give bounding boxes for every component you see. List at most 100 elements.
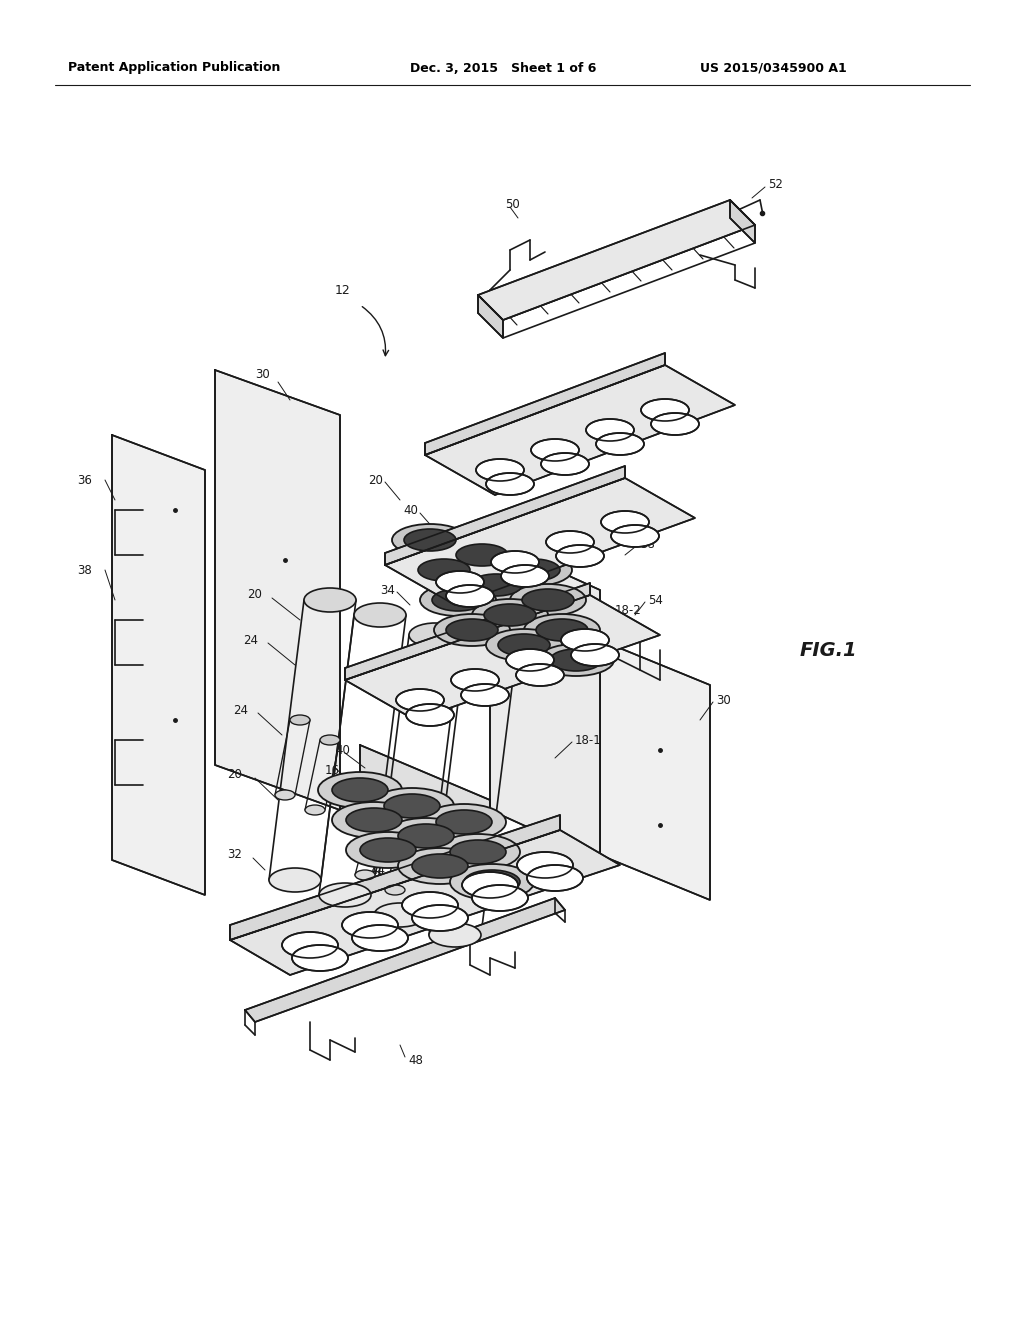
Ellipse shape [384, 795, 440, 818]
Text: 20: 20 [247, 589, 262, 602]
Ellipse shape [402, 892, 458, 917]
Polygon shape [385, 478, 695, 605]
Ellipse shape [611, 525, 659, 546]
Text: 48: 48 [408, 1053, 423, 1067]
Polygon shape [425, 352, 665, 455]
Text: 58: 58 [640, 539, 654, 552]
Ellipse shape [601, 511, 649, 533]
Ellipse shape [501, 565, 549, 587]
Ellipse shape [536, 619, 588, 642]
Text: 20: 20 [227, 768, 242, 781]
Polygon shape [730, 201, 755, 243]
Ellipse shape [304, 587, 356, 612]
Ellipse shape [546, 531, 594, 553]
Text: 44: 44 [370, 863, 385, 876]
Ellipse shape [446, 585, 494, 607]
Ellipse shape [524, 614, 600, 645]
Ellipse shape [550, 649, 602, 671]
Ellipse shape [538, 644, 614, 676]
Ellipse shape [472, 599, 548, 631]
Text: 24: 24 [243, 634, 258, 647]
Polygon shape [345, 595, 660, 719]
Ellipse shape [586, 418, 634, 441]
Ellipse shape [406, 704, 454, 726]
Ellipse shape [461, 684, 509, 706]
Ellipse shape [398, 824, 454, 847]
Ellipse shape [370, 788, 454, 824]
Text: Dec. 3, 2015   Sheet 1 of 6: Dec. 3, 2015 Sheet 1 of 6 [410, 62, 596, 74]
Polygon shape [230, 830, 620, 975]
Ellipse shape [486, 473, 534, 495]
Text: 30: 30 [716, 693, 731, 706]
Ellipse shape [282, 932, 338, 958]
Text: 20: 20 [368, 474, 383, 487]
Ellipse shape [422, 804, 506, 840]
Polygon shape [215, 370, 340, 810]
Ellipse shape [508, 558, 560, 581]
Ellipse shape [420, 583, 496, 616]
Ellipse shape [434, 614, 510, 645]
Ellipse shape [412, 854, 468, 878]
Ellipse shape [462, 873, 518, 898]
Ellipse shape [436, 810, 492, 834]
Ellipse shape [360, 838, 416, 862]
Ellipse shape [305, 805, 325, 814]
Polygon shape [490, 540, 600, 861]
Ellipse shape [436, 834, 520, 870]
Ellipse shape [451, 669, 499, 690]
Ellipse shape [476, 459, 524, 480]
Text: US 2015/0345900 A1: US 2015/0345900 A1 [700, 62, 847, 74]
Ellipse shape [432, 589, 484, 611]
Polygon shape [230, 814, 560, 940]
Polygon shape [385, 466, 625, 565]
Ellipse shape [446, 619, 498, 642]
Ellipse shape [456, 544, 508, 566]
Polygon shape [112, 436, 205, 895]
Ellipse shape [470, 574, 522, 597]
Ellipse shape [346, 832, 430, 869]
Ellipse shape [464, 643, 516, 667]
Ellipse shape [436, 572, 484, 593]
Ellipse shape [406, 814, 425, 825]
Ellipse shape [444, 539, 520, 572]
Ellipse shape [269, 869, 321, 892]
Ellipse shape [506, 649, 554, 671]
Ellipse shape [496, 554, 572, 586]
Text: 18-1: 18-1 [575, 734, 602, 747]
Ellipse shape [418, 558, 470, 581]
Polygon shape [600, 640, 710, 900]
Ellipse shape [292, 945, 348, 972]
Text: 30: 30 [255, 368, 269, 381]
Text: 38: 38 [77, 564, 92, 577]
Ellipse shape [406, 554, 482, 586]
Ellipse shape [531, 440, 579, 461]
Ellipse shape [571, 644, 618, 667]
Ellipse shape [464, 870, 520, 894]
Text: FIG.1: FIG.1 [800, 640, 858, 660]
Ellipse shape [385, 884, 406, 895]
Ellipse shape [527, 865, 583, 891]
Polygon shape [478, 201, 755, 319]
Ellipse shape [332, 777, 388, 803]
Polygon shape [345, 583, 590, 680]
Ellipse shape [342, 912, 398, 939]
Ellipse shape [384, 818, 468, 854]
Polygon shape [360, 744, 490, 870]
Text: 16: 16 [325, 763, 340, 776]
Ellipse shape [392, 524, 468, 556]
Ellipse shape [510, 583, 586, 616]
Text: 40: 40 [335, 743, 350, 756]
Ellipse shape [404, 529, 456, 550]
Ellipse shape [290, 715, 310, 725]
Ellipse shape [352, 925, 408, 950]
Ellipse shape [596, 433, 644, 455]
Ellipse shape [472, 884, 528, 911]
Ellipse shape [556, 545, 604, 568]
Ellipse shape [275, 789, 295, 800]
Ellipse shape [374, 903, 426, 927]
Ellipse shape [490, 550, 539, 573]
Text: 52: 52 [768, 178, 783, 191]
Polygon shape [478, 294, 503, 338]
Ellipse shape [409, 623, 461, 647]
Text: 50: 50 [505, 198, 520, 211]
